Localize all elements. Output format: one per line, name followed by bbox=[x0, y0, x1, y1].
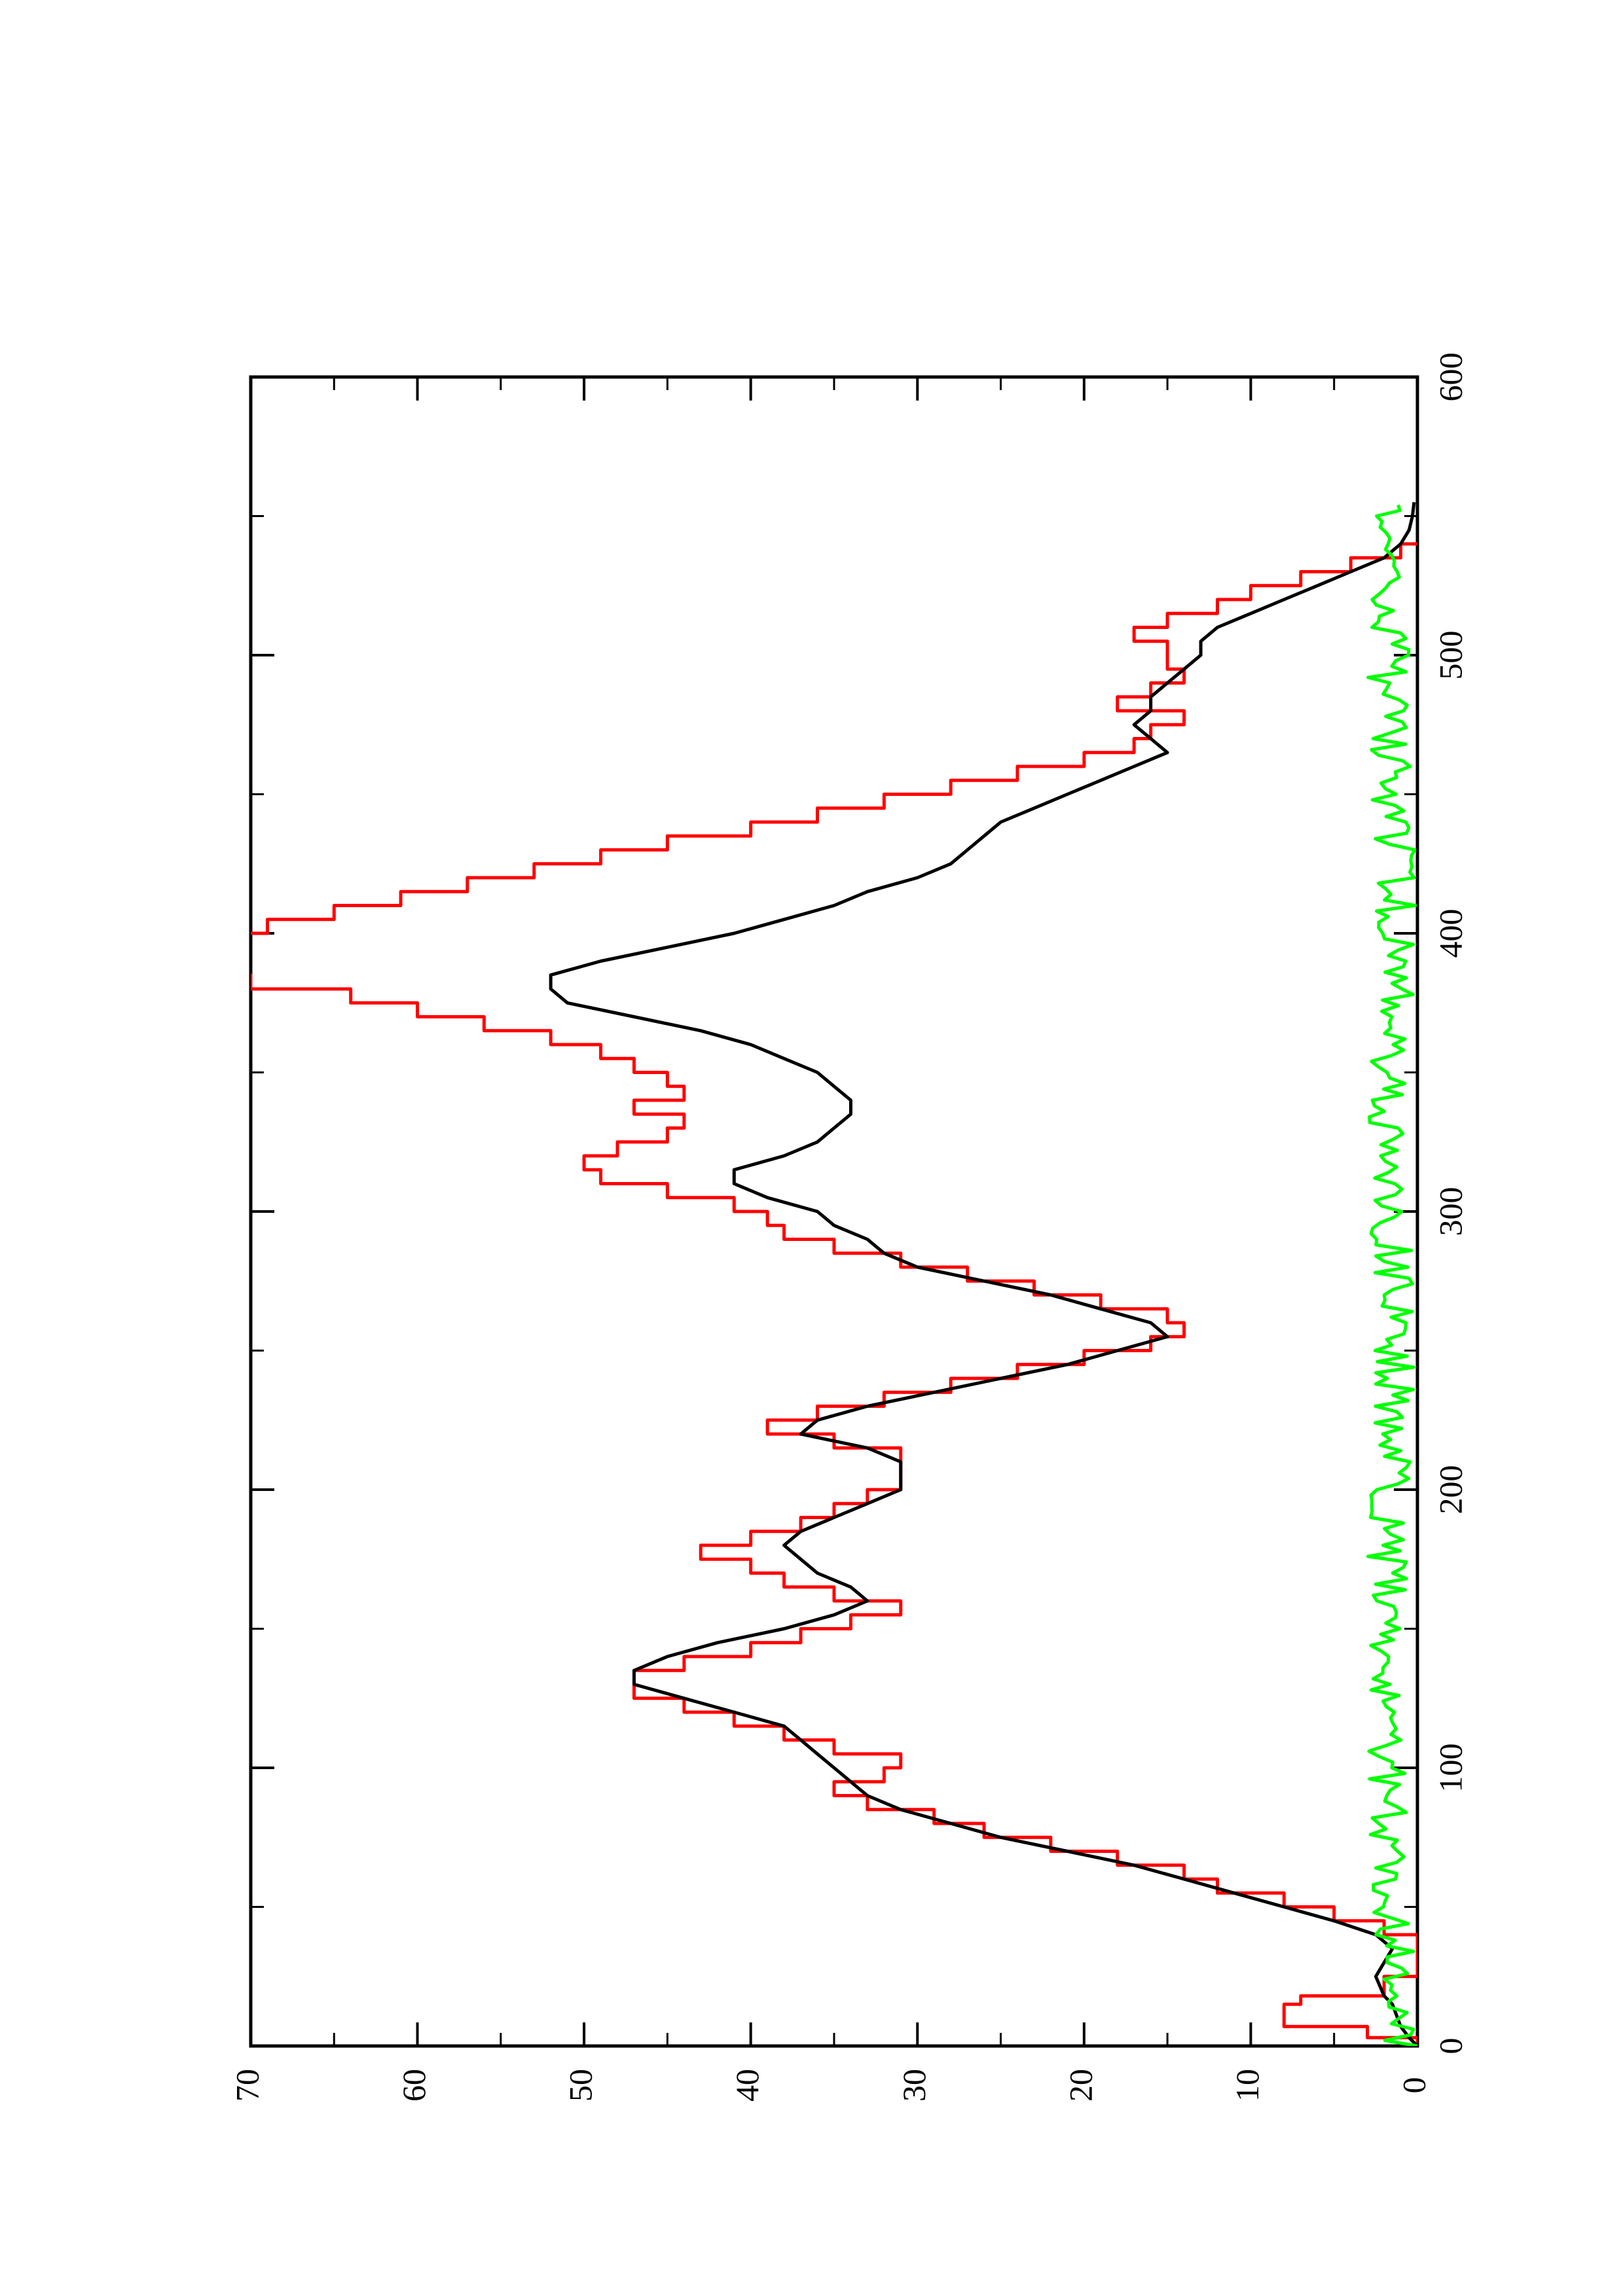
x-tick-label: 200 bbox=[1432, 1465, 1468, 1515]
y-tick-label: 10 bbox=[1229, 2069, 1266, 2102]
x-tick-label: 400 bbox=[1432, 909, 1468, 958]
series-line-1 bbox=[251, 542, 1417, 2046]
y-tick-label: 0 bbox=[1395, 2077, 1432, 2094]
y-tick-label: 50 bbox=[562, 2069, 599, 2102]
y-tick-label: 60 bbox=[395, 2069, 432, 2102]
x-tick-label: 600 bbox=[1432, 353, 1468, 402]
x-tick-label: 100 bbox=[1432, 1744, 1468, 1793]
x-tick-label: 0 bbox=[1432, 2038, 1468, 2054]
y-tick-label: 70 bbox=[228, 2069, 265, 2102]
y-tick-label: 30 bbox=[896, 2069, 932, 2102]
series-line-2 bbox=[549, 502, 1417, 2046]
axis-ticks bbox=[249, 376, 1419, 2047]
series-layer bbox=[251, 502, 1417, 2046]
tick-labels: 0 100 200 300 400 500 600 0 10 20 30 40 50 60 70 bbox=[228, 353, 1468, 2102]
y-tick-label: 40 bbox=[729, 2069, 765, 2102]
x-tick-label: 500 bbox=[1432, 631, 1468, 680]
series-line-3 bbox=[1366, 504, 1417, 2046]
y-tick-label: 20 bbox=[1062, 2069, 1099, 2102]
x-tick-label: 300 bbox=[1432, 1187, 1468, 1236]
